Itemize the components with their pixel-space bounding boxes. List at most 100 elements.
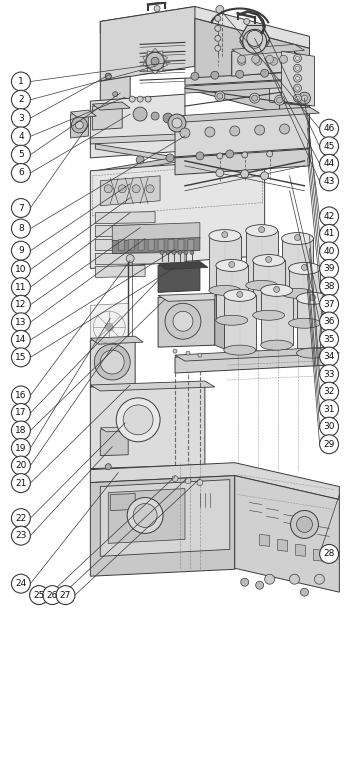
Polygon shape xyxy=(147,67,152,72)
Circle shape xyxy=(320,545,338,563)
Circle shape xyxy=(238,55,246,63)
Ellipse shape xyxy=(288,318,320,328)
Circle shape xyxy=(12,330,30,350)
Text: 22: 22 xyxy=(15,513,27,522)
Circle shape xyxy=(186,351,190,355)
Circle shape xyxy=(94,344,130,380)
Polygon shape xyxy=(260,535,270,546)
Text: 14: 14 xyxy=(15,335,27,344)
Ellipse shape xyxy=(224,289,256,301)
Circle shape xyxy=(165,303,201,339)
Circle shape xyxy=(126,255,134,262)
Text: 43: 43 xyxy=(323,177,335,186)
Polygon shape xyxy=(90,383,205,469)
Polygon shape xyxy=(152,48,158,52)
Polygon shape xyxy=(215,295,225,349)
Text: 27: 27 xyxy=(60,591,71,600)
Polygon shape xyxy=(95,225,160,236)
Text: 13: 13 xyxy=(15,317,27,327)
Polygon shape xyxy=(175,109,309,157)
Circle shape xyxy=(216,5,224,14)
Circle shape xyxy=(301,588,308,596)
Ellipse shape xyxy=(282,233,314,245)
Circle shape xyxy=(145,96,151,102)
Ellipse shape xyxy=(216,315,248,325)
Text: 32: 32 xyxy=(323,387,335,396)
Circle shape xyxy=(320,399,338,418)
Polygon shape xyxy=(158,67,163,72)
Ellipse shape xyxy=(282,288,314,298)
Circle shape xyxy=(275,95,285,105)
Circle shape xyxy=(198,353,202,357)
Circle shape xyxy=(185,477,191,483)
Text: 2: 2 xyxy=(18,96,24,104)
Circle shape xyxy=(191,72,199,80)
Text: 4: 4 xyxy=(18,132,24,141)
Circle shape xyxy=(12,260,30,279)
Circle shape xyxy=(180,128,190,138)
Polygon shape xyxy=(158,263,200,292)
Text: 6: 6 xyxy=(18,168,24,177)
Text: 17: 17 xyxy=(15,409,27,418)
Circle shape xyxy=(256,581,264,589)
Circle shape xyxy=(12,109,30,128)
Polygon shape xyxy=(100,427,134,431)
Polygon shape xyxy=(110,493,135,510)
Polygon shape xyxy=(163,61,167,67)
Circle shape xyxy=(217,93,223,99)
Circle shape xyxy=(254,57,262,65)
Ellipse shape xyxy=(246,225,278,236)
Polygon shape xyxy=(128,239,134,250)
Ellipse shape xyxy=(261,285,293,296)
Text: 3: 3 xyxy=(18,113,24,122)
Circle shape xyxy=(105,73,111,80)
Circle shape xyxy=(197,480,203,486)
Circle shape xyxy=(105,464,111,470)
Polygon shape xyxy=(296,298,328,353)
Polygon shape xyxy=(232,44,304,55)
Circle shape xyxy=(211,71,219,80)
Circle shape xyxy=(314,575,324,584)
Polygon shape xyxy=(168,239,174,250)
Text: 12: 12 xyxy=(15,301,27,309)
Circle shape xyxy=(236,70,244,78)
Polygon shape xyxy=(100,6,195,81)
Polygon shape xyxy=(185,80,309,93)
Circle shape xyxy=(247,31,262,47)
Circle shape xyxy=(222,232,228,238)
Text: 44: 44 xyxy=(323,159,335,168)
Polygon shape xyxy=(90,338,135,387)
Polygon shape xyxy=(100,480,230,556)
Text: 10: 10 xyxy=(15,265,27,274)
Ellipse shape xyxy=(216,259,248,272)
Circle shape xyxy=(133,503,157,527)
Circle shape xyxy=(294,54,301,62)
Polygon shape xyxy=(90,94,185,158)
Circle shape xyxy=(190,250,194,255)
Circle shape xyxy=(215,25,221,31)
Text: 45: 45 xyxy=(323,142,335,151)
Text: 31: 31 xyxy=(323,405,335,414)
Ellipse shape xyxy=(209,285,241,295)
Circle shape xyxy=(294,74,301,82)
Text: 28: 28 xyxy=(323,549,335,558)
Polygon shape xyxy=(209,236,241,291)
Circle shape xyxy=(154,5,160,11)
Text: 5: 5 xyxy=(18,150,24,159)
Circle shape xyxy=(178,250,182,255)
Circle shape xyxy=(255,125,265,135)
Circle shape xyxy=(123,405,153,435)
Circle shape xyxy=(129,96,135,102)
Circle shape xyxy=(250,93,260,103)
Polygon shape xyxy=(232,48,288,74)
Polygon shape xyxy=(112,223,200,242)
Text: 21: 21 xyxy=(15,479,27,487)
Polygon shape xyxy=(175,149,309,175)
Polygon shape xyxy=(232,47,298,60)
Polygon shape xyxy=(100,76,130,131)
Polygon shape xyxy=(261,291,293,345)
Ellipse shape xyxy=(246,281,278,291)
Circle shape xyxy=(75,121,83,129)
Polygon shape xyxy=(100,429,128,456)
Circle shape xyxy=(320,417,338,436)
